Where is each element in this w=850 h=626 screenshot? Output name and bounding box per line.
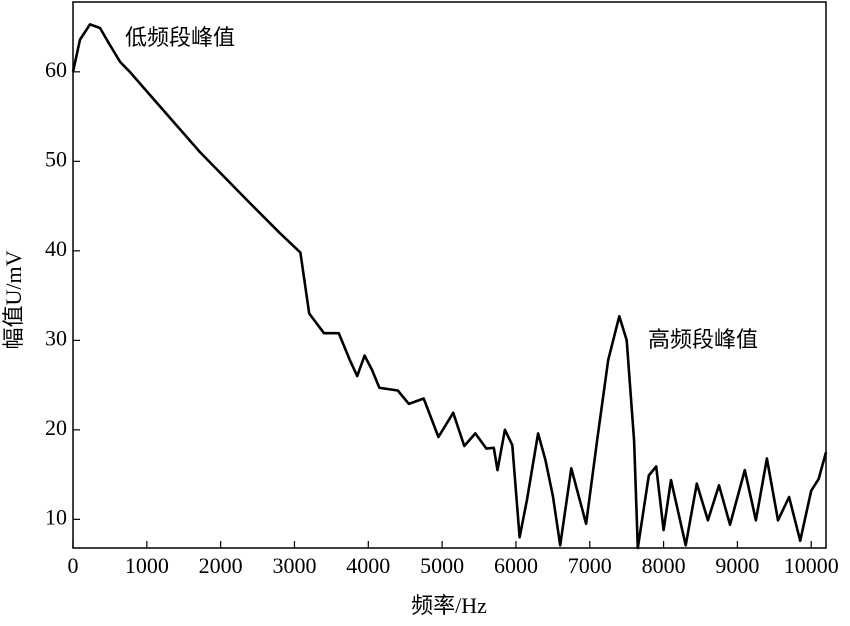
data-line bbox=[71, 23, 828, 550]
y-tick-label: 20 bbox=[45, 415, 67, 440]
y-tick-label: 30 bbox=[45, 325, 67, 350]
x-tick-label: 3000 bbox=[272, 553, 316, 578]
x-tick-label: 4000 bbox=[346, 553, 390, 578]
annotation: 高频段峰值 bbox=[648, 327, 758, 352]
x-tick-label: 0 bbox=[68, 553, 79, 578]
y-tick-label: 10 bbox=[45, 504, 67, 529]
y-tick-label: 60 bbox=[45, 57, 67, 82]
plot-frame bbox=[72, 1, 827, 549]
annotation: 低频段峰值 bbox=[125, 25, 235, 50]
x-tick-label: 5000 bbox=[420, 553, 464, 578]
x-tick-label: 8000 bbox=[642, 553, 686, 578]
x-axis-label: 频率/Hz bbox=[411, 593, 487, 618]
x-tick-label: 7000 bbox=[568, 553, 612, 578]
x-tick-label: 2000 bbox=[199, 553, 243, 578]
y-tick-label: 40 bbox=[45, 236, 67, 261]
x-tick-label: 1000 bbox=[125, 553, 169, 578]
x-tick-label: 6000 bbox=[494, 553, 538, 578]
x-tick-label: 9000 bbox=[715, 553, 759, 578]
y-tick-label: 50 bbox=[45, 146, 67, 171]
x-tick-label: 10000 bbox=[784, 553, 839, 578]
y-axis-label: 幅值U/mV bbox=[1, 250, 26, 349]
